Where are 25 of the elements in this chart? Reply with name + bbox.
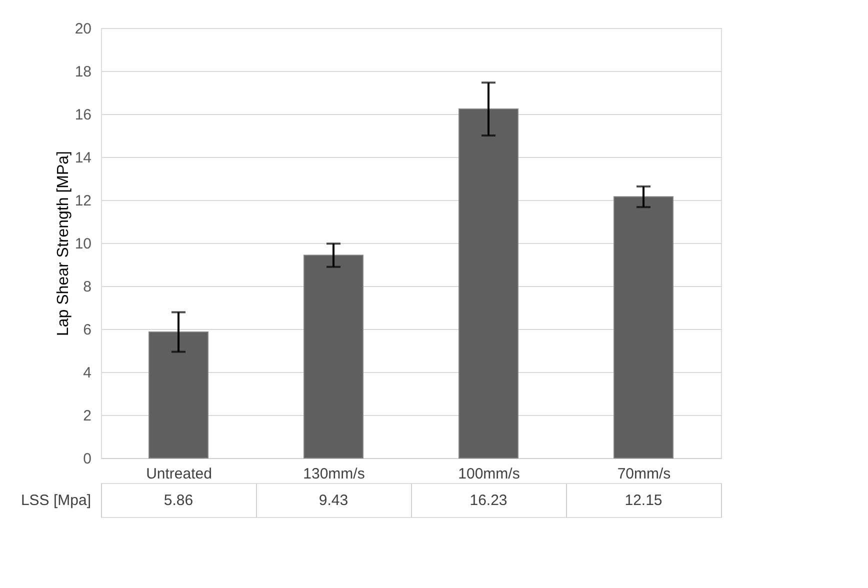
bar — [614, 196, 674, 458]
x-tick-label: 70mm/s — [617, 466, 671, 482]
y-tick-label: 6 — [83, 322, 92, 338]
y-tick-label: 2 — [83, 408, 92, 424]
bar — [304, 254, 364, 458]
x-tick-label: 100mm/s — [458, 466, 520, 482]
y-tick-label: 14 — [74, 150, 92, 166]
x-tick-label: Untreated — [146, 466, 212, 482]
y-tick-label: 10 — [74, 236, 92, 252]
x-tick-label: 130mm/s — [303, 466, 365, 482]
data-label: 9.43 — [318, 492, 348, 509]
y-tick-label: 0 — [83, 450, 92, 468]
data-label: 5.86 — [164, 492, 194, 509]
y-tick-label: 20 — [74, 20, 92, 38]
bar — [458, 108, 518, 458]
data-label: 12.15 — [624, 492, 662, 509]
y-tick-label: 8 — [83, 278, 92, 296]
y-tick-label: 12 — [74, 192, 92, 210]
y-tick-label: 18 — [74, 64, 92, 80]
y-tick-label: 4 — [83, 364, 92, 382]
y-axis-title: Lap Shear Strength [MPa] — [54, 151, 72, 336]
bar — [148, 332, 208, 458]
y-tick-label: 16 — [74, 106, 92, 124]
data-label: 16.23 — [470, 492, 508, 509]
text: LSS [Mpa] — [20, 492, 91, 509]
